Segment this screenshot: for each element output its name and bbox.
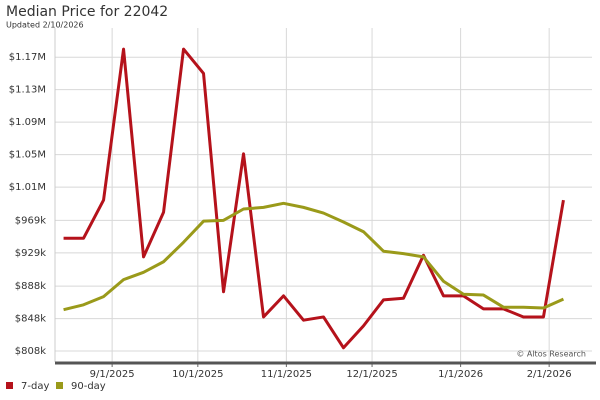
y-tick-label: $929k	[15, 248, 46, 259]
chart-title: Median Price for 22042	[6, 4, 168, 20]
y-tick-label: $848k	[15, 314, 46, 325]
watermark: © Altos Research	[516, 350, 586, 359]
y-tick-label: $969k	[15, 215, 46, 226]
y-tick-label: $1.05M	[9, 150, 46, 161]
y-tick-label: $1.09M	[9, 117, 46, 128]
x-tick-label: 12/1/2025	[346, 369, 397, 380]
y-tick-label: $1.13M	[9, 85, 46, 96]
x-tick-label: 10/1/2025	[172, 369, 223, 380]
x-tick-label: 1/1/2026	[438, 369, 483, 380]
legend-swatch	[6, 382, 13, 389]
legend-label: 90-day	[71, 381, 106, 392]
legend-label: 7-day	[21, 381, 49, 392]
line-series	[63, 201, 565, 312]
y-tick-label: $888k	[15, 281, 46, 292]
y-tick-label: $808k	[15, 346, 46, 357]
x-tick-label: 2/1/2026	[527, 369, 572, 380]
line-series	[63, 47, 565, 350]
legend-swatch	[56, 382, 63, 389]
y-tick-label: $1.17M	[9, 52, 46, 63]
x-tick-label: 9/1/2025	[90, 369, 135, 380]
chart-subtitle: Updated 2/10/2026	[6, 21, 84, 30]
y-tick-label: $1.01M	[9, 182, 46, 193]
x-tick-label: 11/1/2025	[261, 369, 312, 380]
